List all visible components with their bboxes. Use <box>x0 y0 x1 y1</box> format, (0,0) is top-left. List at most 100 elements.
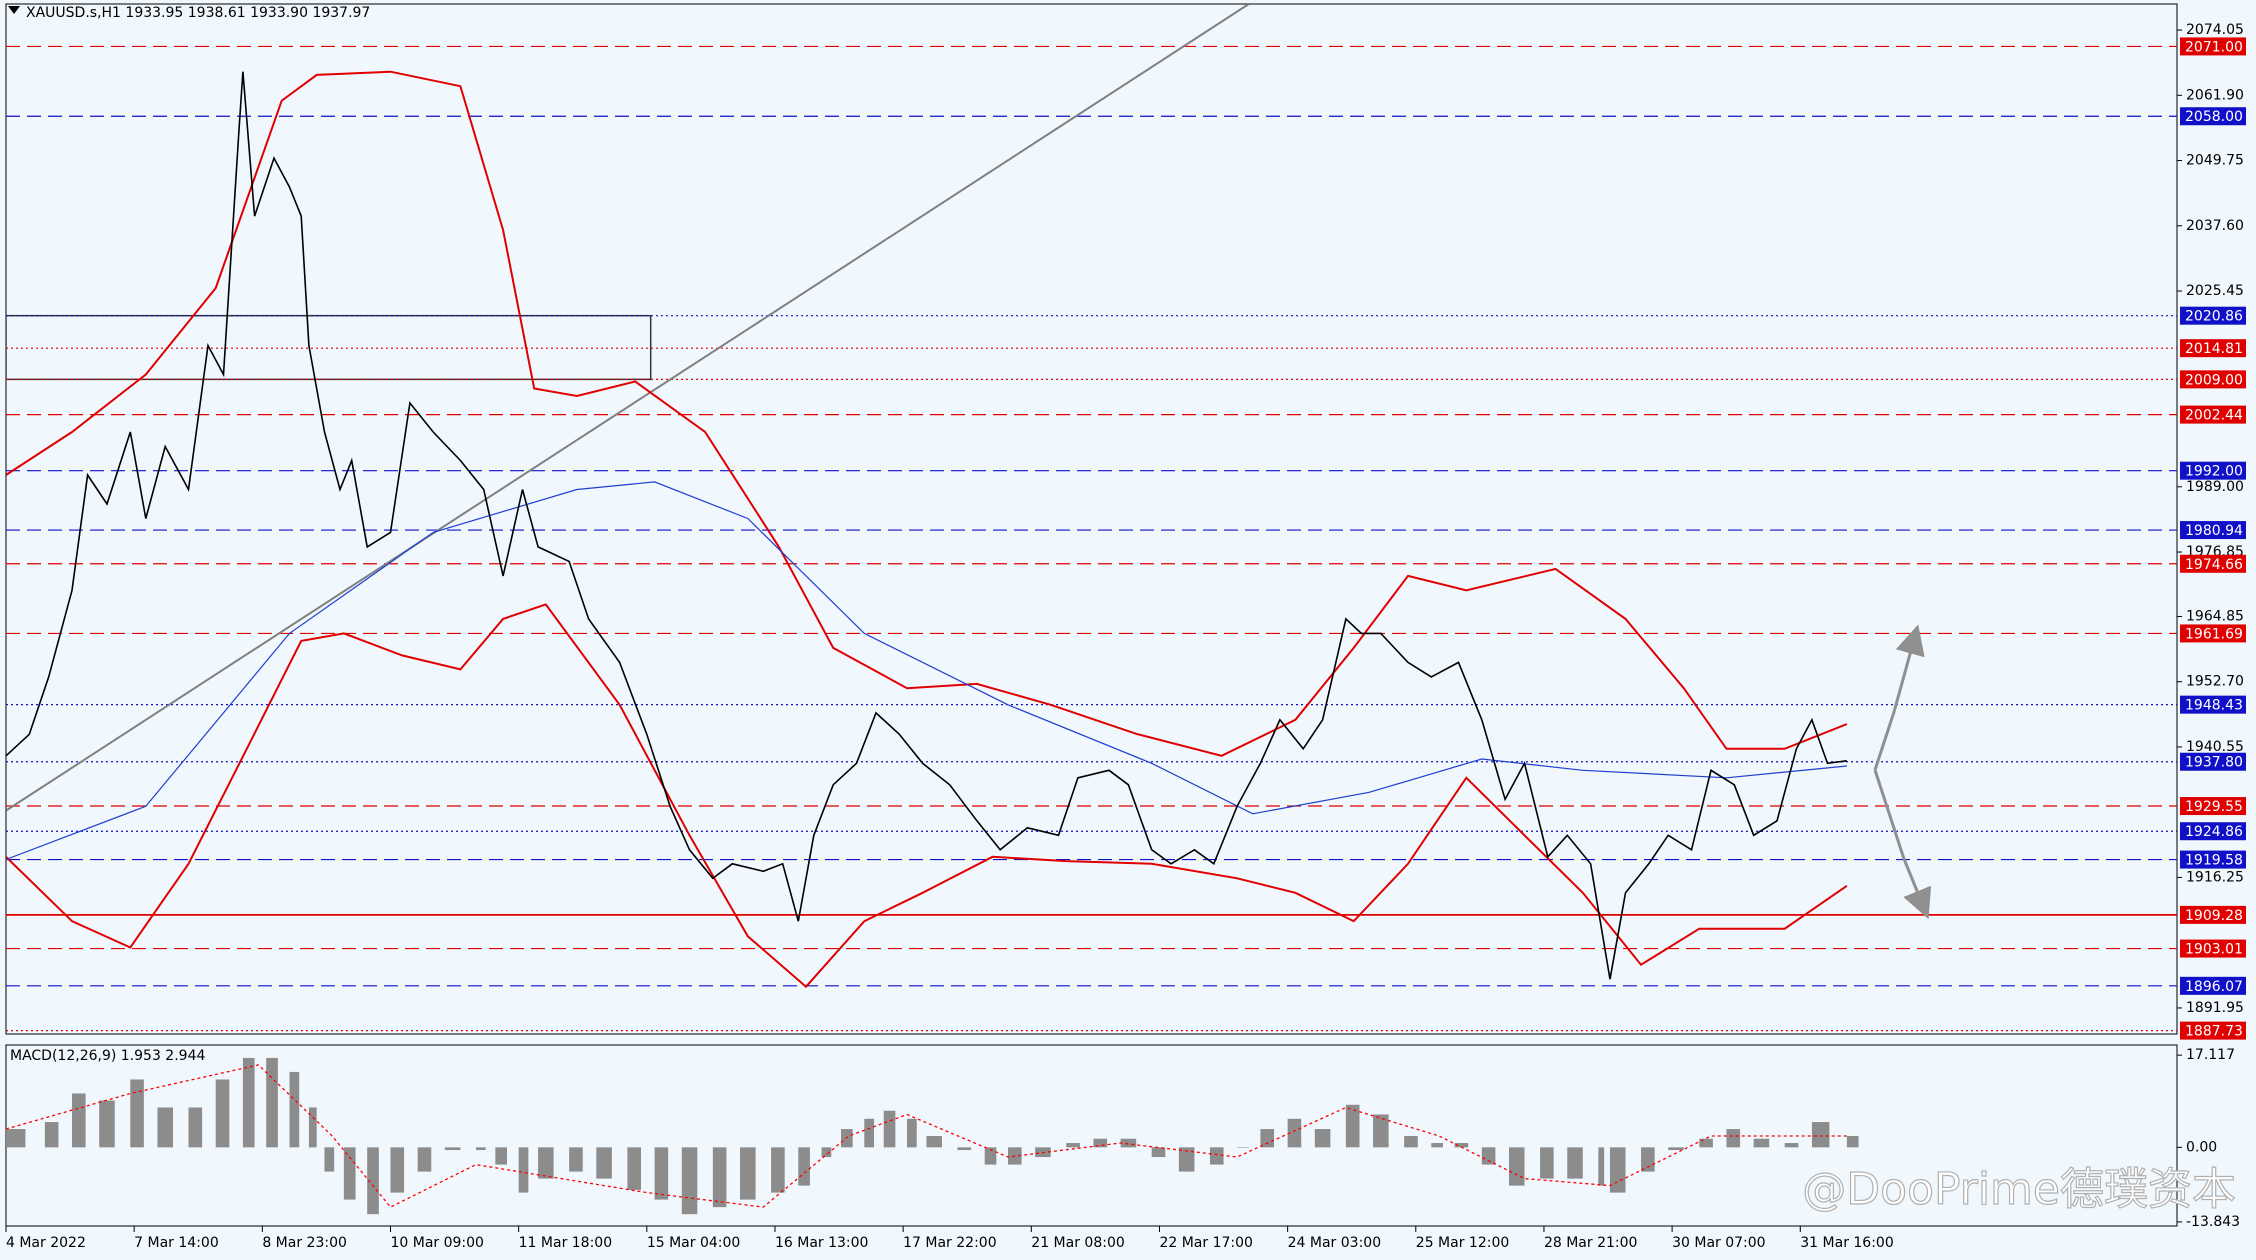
macd-bar <box>1454 1143 1469 1148</box>
macd-bar <box>1404 1136 1418 1148</box>
level-label: 1924.86 <box>2185 824 2243 840</box>
macd-bar <box>157 1107 173 1148</box>
macd-bar <box>1093 1138 1108 1148</box>
level-label-box <box>2180 521 2246 540</box>
price-panel <box>5 3 2178 1035</box>
level-label: 2071.00 <box>2185 39 2243 55</box>
macd-bar <box>1120 1138 1137 1148</box>
x-tick-label: 31 Mar 16:00 <box>1800 1235 1893 1251</box>
macd-bar <box>266 1057 278 1148</box>
macd-bar <box>957 1147 972 1151</box>
level-label: 2020.86 <box>2185 309 2243 325</box>
macd-bar <box>390 1147 405 1193</box>
level-label-box <box>2180 939 2246 958</box>
macd-bar <box>475 1147 486 1151</box>
up-arrow <box>1873 624 1925 771</box>
down-arrow <box>1873 769 1932 920</box>
y-tick-label: 0.00 <box>2186 1139 2217 1155</box>
macd-bar <box>907 1118 917 1148</box>
level-label: 1903.01 <box>2185 942 2243 958</box>
macd-bar <box>1540 1147 1554 1179</box>
macd-bar <box>1481 1147 1496 1165</box>
trendline <box>6 4 1250 812</box>
macd-bar <box>1373 1114 1389 1148</box>
macd-bar <box>864 1118 875 1148</box>
macd-bar <box>1066 1143 1080 1148</box>
level-label: 2002.44 <box>2185 408 2243 424</box>
macd-bar <box>798 1147 810 1186</box>
macd-bar <box>1668 1147 1684 1151</box>
macd-bar <box>1209 1147 1224 1165</box>
header-marker <box>8 6 20 14</box>
signal-line <box>6 1064 1847 1208</box>
macd-title: MACD(12,26,9) 1.953 2.944 <box>10 1048 205 1064</box>
y-tick-label: 1891.95 <box>2186 1000 2244 1016</box>
macd-bar <box>883 1110 896 1148</box>
x-tick-label: 25 Mar 12:00 <box>1416 1235 1509 1251</box>
macd-bar <box>654 1147 669 1200</box>
macd-bar <box>1641 1147 1655 1172</box>
macd-bar <box>242 1057 255 1148</box>
macd-bar <box>289 1071 300 1148</box>
level-label-box <box>2180 822 2246 841</box>
macd-bar <box>1784 1143 1799 1148</box>
macd-bar <box>495 1147 507 1165</box>
level-label: 1909.28 <box>2185 908 2243 924</box>
level-label-box <box>2180 107 2246 126</box>
macd-bar <box>1609 1147 1626 1193</box>
watermark: @DooPrime德璞资本 <box>1802 1164 2236 1215</box>
macd-bar <box>215 1079 230 1148</box>
level-label-box <box>2180 905 2246 924</box>
macd-bar <box>444 1147 461 1151</box>
macd-bar <box>72 1093 86 1148</box>
level-label-box <box>2180 339 2246 358</box>
x-tick-label: 15 Mar 04:00 <box>647 1235 740 1251</box>
macd-bar <box>1753 1138 1770 1148</box>
y-tick-label: 2061.90 <box>2186 87 2244 103</box>
x-tick-label: 7 Mar 14:00 <box>134 1235 219 1251</box>
y-tick-label: 2037.60 <box>2186 218 2244 234</box>
x-tick-label: 8 Mar 23:00 <box>262 1235 347 1251</box>
macd-bar <box>130 1079 144 1148</box>
macd-bar <box>1314 1129 1331 1148</box>
level-label-box <box>2180 37 2246 56</box>
macd-bar <box>771 1147 785 1193</box>
macd-bar <box>712 1147 727 1208</box>
level-label-box <box>2180 306 2246 325</box>
macd-bar <box>518 1147 529 1193</box>
macd-bar <box>1345 1104 1360 1148</box>
x-tick-label: 24 Mar 03:00 <box>1288 1235 1381 1251</box>
level-label-box <box>2180 797 2246 816</box>
y-tick-label: 17.117 <box>2186 1047 2235 1063</box>
macd-bar <box>1151 1147 1166 1158</box>
macd-bar <box>569 1147 583 1172</box>
y-tick-label: 1964.85 <box>2186 608 2244 624</box>
macd-bar <box>1178 1147 1195 1172</box>
macd-plot <box>6 1057 1859 1215</box>
macd-bar <box>821 1147 832 1158</box>
price-plot <box>6 4 2177 1032</box>
macd-bar <box>984 1147 997 1165</box>
level-label: 1887.73 <box>2185 1024 2243 1040</box>
level-label: 1974.66 <box>2185 557 2243 573</box>
macd-bar <box>308 1107 317 1148</box>
level-label: 1992.00 <box>2185 464 2243 480</box>
level-label-box <box>2180 405 2246 424</box>
level-label-box <box>2180 976 2246 995</box>
y-tick-label: -13.843 <box>2186 1214 2240 1230</box>
macd-bar <box>1726 1129 1741 1148</box>
macd-bar <box>6 1129 26 1148</box>
macd-bar <box>538 1147 554 1179</box>
level-label-box <box>2180 752 2246 771</box>
level-label: 2058.00 <box>2185 109 2243 125</box>
macd-bar <box>1509 1147 1525 1186</box>
macd-bar <box>1287 1118 1302 1148</box>
level-label-box <box>2180 1021 2246 1040</box>
level-label-box <box>2180 370 2246 389</box>
level-label: 1929.55 <box>2185 799 2243 815</box>
level-label-box <box>2180 850 2246 869</box>
macd-bar <box>596 1147 612 1179</box>
